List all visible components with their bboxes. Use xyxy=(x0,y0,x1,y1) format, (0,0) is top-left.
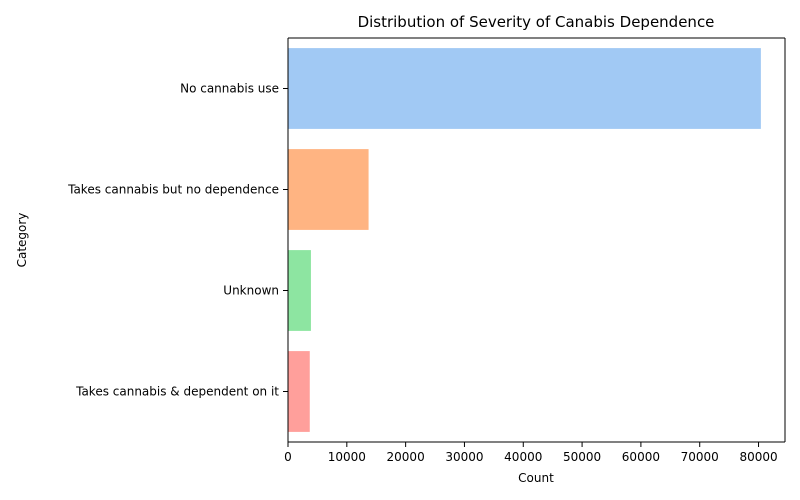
x-tick-label: 80000 xyxy=(739,450,777,464)
x-tick-label: 10000 xyxy=(328,450,366,464)
x-tick-label: 40000 xyxy=(504,450,542,464)
y-tick-label: Takes cannabis & dependent on it xyxy=(75,385,279,399)
x-tick-label: 0 xyxy=(284,450,292,464)
x-tick-label: 70000 xyxy=(681,450,719,464)
bar-no-cannabis-use xyxy=(288,48,761,129)
bar-takes-cannabis-dependent-on-it xyxy=(288,351,310,432)
plot-area: No cannabis use Takes cannabis but no dep… xyxy=(67,37,786,464)
y-tick-label: Takes cannabis but no dependence xyxy=(67,183,279,197)
bar-unknown xyxy=(288,250,311,331)
y-tick-label: No cannabis use xyxy=(180,82,279,96)
chart-title: Distribution of Severity of Canabis Depe… xyxy=(358,13,715,31)
y-axis-label: Category xyxy=(15,213,29,268)
x-tick-label: 20000 xyxy=(387,450,425,464)
x-axis-label: Count xyxy=(518,471,554,485)
x-tick-label: 60000 xyxy=(622,450,660,464)
y-tick-label: Unknown xyxy=(223,284,279,298)
x-tick-label: 50000 xyxy=(563,450,601,464)
x-tick-label: 30000 xyxy=(445,450,483,464)
bar-takes-cannabis-but-no-dependence xyxy=(288,149,369,230)
